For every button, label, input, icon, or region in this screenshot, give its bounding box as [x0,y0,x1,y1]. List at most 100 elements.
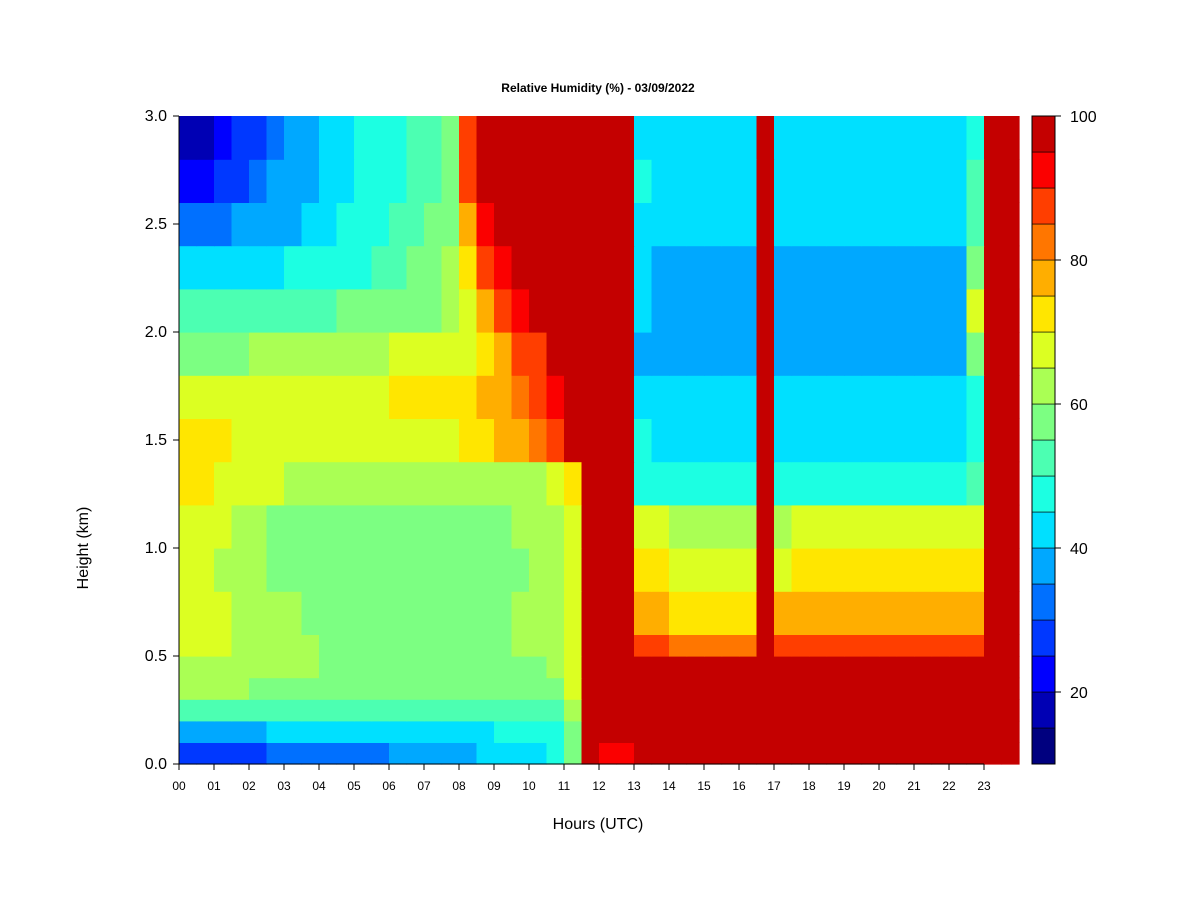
heatmap-cell [949,375,968,419]
heatmap-cell [354,656,373,679]
heatmap-cell [791,720,810,743]
heatmap-cell [896,720,915,743]
heatmap-cell [931,504,950,549]
colorbar-segment [1031,475,1056,513]
x-tick-label: 06 [382,779,396,793]
heatmap-cell [651,677,670,700]
heatmap-cell [389,116,408,160]
heatmap-cell [809,720,828,743]
heatmap-cell [616,245,635,290]
heatmap-cell [791,634,810,657]
heatmap-cell [791,656,810,679]
heatmap-cell [389,418,408,463]
heatmap-cell [599,418,618,463]
heatmap-cell [511,202,530,247]
heatmap-cell [861,159,880,203]
heatmap-cell [529,202,548,247]
heatmap-cell [634,720,653,743]
heatmap-cell [826,720,845,743]
heatmap-cell [459,699,478,722]
heatmap-cell [389,375,408,419]
heatmap-cell [616,677,635,700]
heatmap-cell [686,288,705,333]
heatmap-cell [669,245,688,290]
heatmap-cell [861,418,880,463]
heatmap-cell [529,375,548,419]
heatmap-cell [844,677,863,700]
heatmap-cell [371,699,390,722]
heatmap-cell [984,504,1003,549]
heatmap-cell [441,504,460,549]
heatmap-cell [441,288,460,333]
heatmap-cell [581,202,600,247]
heatmap-cell [406,742,425,765]
heatmap-cell [774,159,793,203]
heatmap-cell [564,245,583,290]
heatmap-cell [179,202,198,247]
heatmap-cell [616,159,635,203]
heatmap-cell [704,504,723,549]
heatmap-cell [774,202,793,247]
heatmap-cell [931,461,950,506]
heatmap-cell [319,656,338,679]
heatmap-cell [511,720,530,743]
x-tick-label: 22 [942,779,956,793]
heatmap-cell [494,504,513,549]
heatmap-cell [931,245,950,290]
colorbar-segment [1031,511,1056,549]
heatmap-cell [459,288,478,333]
heatmap-cell [1001,332,1020,376]
heatmap-cell [599,720,618,743]
colorbar-segment [1031,727,1056,765]
heatmap-cell [1001,245,1020,290]
heatmap-cell [214,202,233,247]
heatmap-cell [1001,742,1020,765]
heatmap-cell [196,202,215,247]
heatmap-cell [214,634,233,657]
x-tick-label: 20 [872,779,886,793]
heatmap-cell [669,656,688,679]
heatmap-cell [214,332,233,376]
heatmap-cell [511,245,530,290]
y-tick-label: 0.5 [145,648,167,665]
heatmap-cell [651,699,670,722]
heatmap-cell [809,699,828,722]
heatmap-cell [949,720,968,743]
heatmap-cell [546,116,565,160]
heatmap-cell [546,159,565,203]
heatmap-cell [231,742,250,765]
heatmap-cell [459,418,478,463]
heatmap-cell [266,720,285,743]
heatmap-cell [914,634,933,657]
heatmap-cell [284,461,303,506]
y-axis: 0.0 0.5 1.0 1.5 2.0 2.5 3.0 [145,108,180,773]
heatmap-cell [669,504,688,549]
heatmap-cell [896,116,915,160]
heatmap-cell [844,699,863,722]
heatmap-cell [686,418,705,463]
heatmap-cell [634,116,653,160]
heatmap-cell [756,699,775,722]
heatmap-cell [301,461,320,506]
heatmap-cell [914,202,933,247]
heatmap-cell [546,504,565,549]
heatmap-cell [476,720,495,743]
heatmap-cell [1001,202,1020,247]
heatmap-cell [231,375,250,419]
heatmap-cell [266,656,285,679]
heatmap-cell [826,656,845,679]
heatmap-cell [371,332,390,376]
heatmap-cell [441,116,460,160]
colorbar-frame [1031,115,1056,765]
heatmap-cell [406,159,425,203]
x-tick-label: 10 [522,779,536,793]
heatmap-cell [686,699,705,722]
heatmap-cell [389,742,408,765]
heatmap-cell [336,375,355,419]
heatmap-cell [319,720,338,743]
heatmap-cell [284,202,303,247]
heatmap-cell [476,245,495,290]
heatmap-cell [984,742,1003,765]
heatmap-cell [739,332,758,376]
heatmap-cell [984,375,1003,419]
